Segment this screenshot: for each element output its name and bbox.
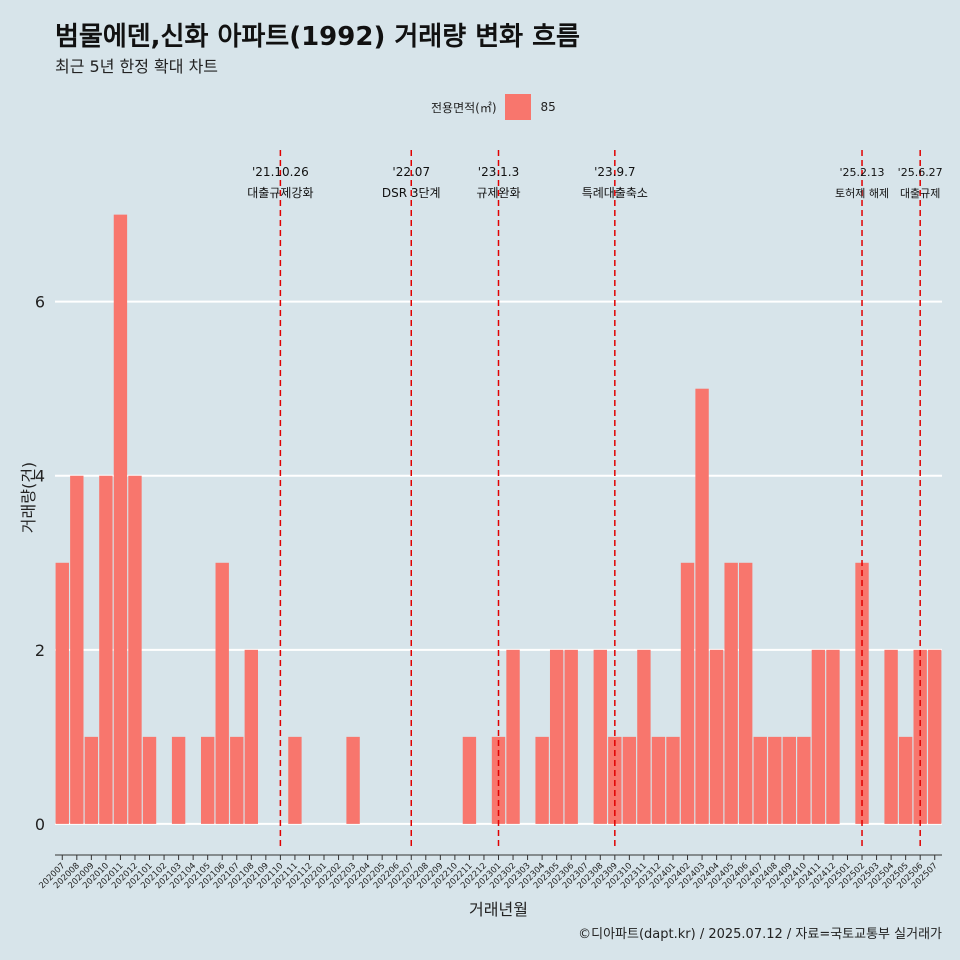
caption: ©디아파트(dapt.kr) / 2025.07.12 / 자료=국토교통부 실… — [578, 927, 942, 942]
bar — [680, 562, 695, 824]
bar — [695, 388, 709, 824]
event-date: '21.10.26 — [252, 165, 309, 179]
bar — [622, 736, 637, 824]
bar — [928, 649, 942, 824]
x-axis-title: 거래년월 — [469, 900, 528, 919]
bar — [898, 736, 913, 824]
event-date: '25.2.13 — [840, 166, 885, 179]
legend-swatch — [504, 94, 531, 120]
bar — [797, 736, 811, 824]
bar — [244, 649, 258, 824]
bar — [637, 649, 651, 824]
y-tick-label: 6 — [35, 293, 45, 312]
bar — [709, 649, 724, 824]
bar — [70, 475, 84, 824]
y-tick-label: 4 — [35, 467, 45, 486]
bar — [84, 736, 99, 824]
bar — [666, 736, 680, 824]
legend-title: 전용면적(㎡) — [431, 100, 497, 115]
bar — [826, 649, 840, 824]
event-label: 규제완화 — [476, 186, 520, 200]
bar — [651, 736, 666, 824]
event-date: '23.1.3 — [478, 165, 519, 179]
event-label: 대출규제강화 — [247, 186, 313, 200]
event-label: 특례대출축소 — [582, 186, 648, 200]
bar — [506, 649, 520, 824]
event-label: DSR 3단계 — [382, 186, 441, 200]
bar — [549, 649, 564, 824]
event-date: '22.07 — [392, 165, 430, 179]
bar — [811, 649, 826, 824]
bar — [99, 475, 113, 824]
bar — [171, 736, 186, 824]
event-date: '23.9.7 — [594, 165, 635, 179]
y-tick-label: 2 — [35, 641, 45, 660]
event-date: '25.6.27 — [898, 166, 943, 179]
event-label: 대출규제 — [900, 187, 940, 200]
bar — [215, 562, 229, 824]
y-axis-title: 거래량(건) — [19, 462, 38, 533]
legend: 전용면적(㎡) 85 — [431, 94, 556, 120]
bar — [913, 649, 927, 824]
bar — [724, 562, 738, 824]
bar — [113, 214, 128, 824]
bar — [782, 736, 797, 824]
bar — [288, 736, 302, 824]
bar — [230, 736, 244, 824]
bar — [593, 649, 607, 824]
bar — [739, 562, 753, 824]
bar — [462, 736, 477, 824]
bar — [564, 649, 578, 824]
bar — [753, 736, 767, 824]
chart-subtitle: 최근 5년 한정 확대 차트 — [55, 57, 219, 76]
bar — [200, 736, 215, 824]
bar — [535, 736, 549, 824]
bar — [346, 736, 360, 824]
chart-title: 범물에덴,신화 아파트(1992) 거래량 변화 흐름 — [55, 22, 580, 52]
bar — [768, 736, 782, 824]
bar — [884, 649, 898, 824]
legend-label: 85 — [540, 100, 556, 114]
bar — [55, 562, 69, 824]
y-tick-label: 0 — [35, 815, 45, 834]
bar — [142, 736, 157, 824]
bar — [128, 475, 142, 824]
event-label: 토허제 해제 — [835, 186, 889, 200]
